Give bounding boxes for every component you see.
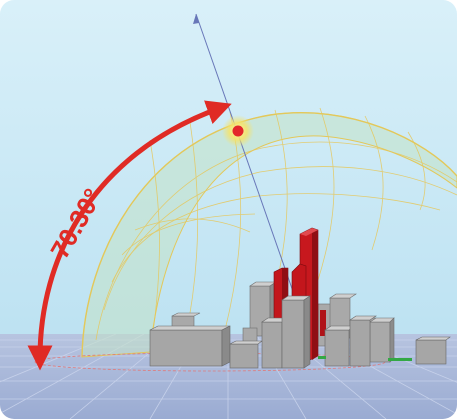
sun-position-icon: [222, 115, 254, 147]
ray-arrow-head: [193, 14, 199, 24]
altitude-angle-arrow: [27, 100, 232, 371]
sky-background: [0, 0, 457, 336]
sun-ray-line: [195, 13, 297, 301]
